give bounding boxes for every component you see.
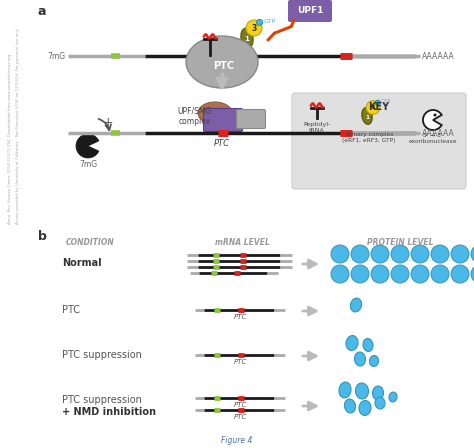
Text: UPF1: UPF1 <box>297 5 323 14</box>
Text: PTC: PTC <box>234 414 247 420</box>
Text: 7mG: 7mG <box>47 52 65 60</box>
Ellipse shape <box>389 392 397 402</box>
Text: PTC suppression: PTC suppression <box>62 350 142 360</box>
Ellipse shape <box>375 397 385 409</box>
Ellipse shape <box>369 356 379 366</box>
Circle shape <box>431 245 449 263</box>
Ellipse shape <box>373 386 383 400</box>
Text: mRNA LEVEL: mRNA LEVEL <box>215 238 269 247</box>
Circle shape <box>366 101 380 114</box>
Circle shape <box>371 245 389 263</box>
Text: +: + <box>103 116 113 129</box>
Ellipse shape <box>198 102 232 124</box>
Circle shape <box>246 20 262 36</box>
Ellipse shape <box>359 401 371 415</box>
Text: Peptidyl-
tRNA: Peptidyl- tRNA <box>303 122 331 133</box>
Ellipse shape <box>363 339 373 352</box>
Ellipse shape <box>241 28 253 48</box>
Circle shape <box>471 265 474 283</box>
Text: + NMD inhibition: + NMD inhibition <box>62 407 156 417</box>
Text: PTC: PTC <box>234 314 247 320</box>
FancyBboxPatch shape <box>292 93 466 189</box>
Text: UPF/SMG
complex: UPF/SMG complex <box>178 106 212 126</box>
FancyBboxPatch shape <box>288 0 332 22</box>
Circle shape <box>375 100 380 105</box>
Circle shape <box>256 19 263 26</box>
Circle shape <box>434 113 437 116</box>
Text: 5' → 3'
exoribonuclease: 5' → 3' exoribonuclease <box>409 133 457 144</box>
Text: PTC: PTC <box>234 359 247 365</box>
Text: a: a <box>38 5 46 18</box>
Text: AAAAAA: AAAAAA <box>422 52 455 60</box>
Ellipse shape <box>362 108 372 125</box>
Text: AAAAAA: AAAAAA <box>422 129 455 138</box>
Text: 7mG: 7mG <box>79 160 97 169</box>
Text: b: b <box>38 230 47 243</box>
Text: Access provided by University of California - San Francisco UCSF on 12/13/14. Fo: Access provided by University of Califor… <box>16 27 20 224</box>
Circle shape <box>471 245 474 263</box>
Text: 3: 3 <box>371 105 375 110</box>
Text: PROTEIN LEVEL: PROTEIN LEVEL <box>367 238 433 247</box>
Text: Annu. Rev. Human Genet. 2014.15:371-394. Downloaded from www.annualreviews.org: Annu. Rev. Human Genet. 2014.15:371-394.… <box>8 54 12 224</box>
Circle shape <box>331 245 349 263</box>
FancyBboxPatch shape <box>203 108 243 132</box>
Ellipse shape <box>345 399 356 413</box>
Ellipse shape <box>356 383 368 399</box>
Circle shape <box>391 265 409 283</box>
Circle shape <box>411 245 429 263</box>
Ellipse shape <box>186 36 258 88</box>
Text: PTC: PTC <box>234 402 247 408</box>
Text: KEY: KEY <box>368 102 390 112</box>
Circle shape <box>411 265 429 283</box>
Text: 1: 1 <box>245 36 249 42</box>
Circle shape <box>431 265 449 283</box>
Ellipse shape <box>339 382 351 398</box>
Text: Figure 4: Figure 4 <box>221 436 253 445</box>
Text: CONDITION: CONDITION <box>65 238 114 247</box>
Ellipse shape <box>350 298 362 312</box>
Text: PTC: PTC <box>62 305 80 315</box>
Text: 1: 1 <box>365 115 369 120</box>
Text: 3: 3 <box>251 23 256 33</box>
Text: GTP: GTP <box>381 99 392 104</box>
Circle shape <box>391 245 409 263</box>
Ellipse shape <box>346 336 358 350</box>
Text: PTC: PTC <box>214 139 230 148</box>
Circle shape <box>451 245 469 263</box>
Wedge shape <box>423 110 442 130</box>
Circle shape <box>451 265 469 283</box>
Circle shape <box>351 265 369 283</box>
Circle shape <box>351 245 369 263</box>
FancyBboxPatch shape <box>237 109 265 129</box>
Wedge shape <box>76 134 99 158</box>
Circle shape <box>371 265 389 283</box>
Text: GTP: GTP <box>264 19 276 24</box>
Circle shape <box>331 265 349 283</box>
Text: Ternary complex
(eRF1, eRF3, GTP): Ternary complex (eRF1, eRF3, GTP) <box>342 132 396 143</box>
Text: Normal: Normal <box>62 258 101 268</box>
Text: PTC suppression: PTC suppression <box>62 395 142 405</box>
Ellipse shape <box>355 352 365 366</box>
Text: PTC: PTC <box>213 61 235 71</box>
